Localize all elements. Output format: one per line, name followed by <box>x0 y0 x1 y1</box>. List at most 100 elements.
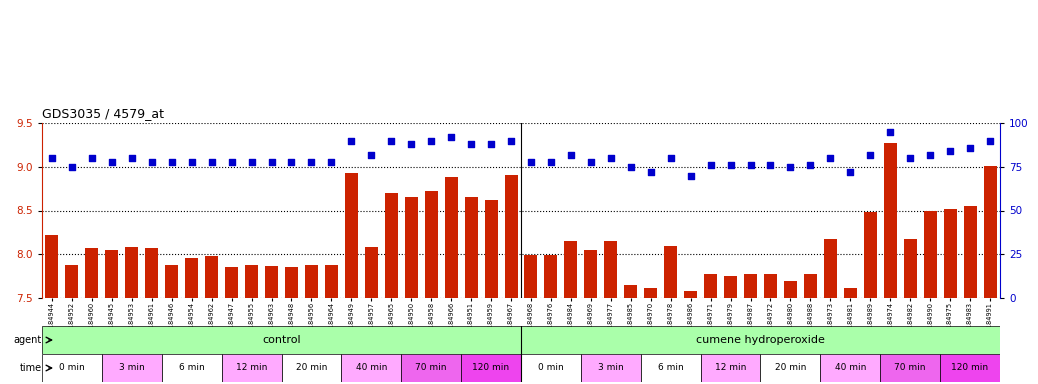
Point <box>982 137 999 144</box>
Point <box>163 159 180 165</box>
Bar <box>385 193 398 298</box>
Bar <box>521 326 1000 354</box>
Text: 70 min: 70 min <box>895 364 926 372</box>
Point <box>483 141 499 147</box>
Bar <box>764 275 777 298</box>
Point <box>243 159 260 165</box>
Bar <box>624 285 637 298</box>
Point <box>203 159 220 165</box>
Bar <box>844 288 856 298</box>
Point <box>383 137 400 144</box>
Point <box>184 159 200 165</box>
Point <box>602 155 619 161</box>
Point <box>783 164 799 170</box>
Bar <box>405 197 417 298</box>
Text: 40 min: 40 min <box>356 364 387 372</box>
Point <box>802 162 819 168</box>
Point <box>143 159 160 165</box>
Text: 120 min: 120 min <box>952 364 988 372</box>
Bar <box>565 241 577 298</box>
Text: 70 min: 70 min <box>415 364 447 372</box>
Point <box>563 151 579 157</box>
Text: 0 min: 0 min <box>538 364 564 372</box>
Bar <box>545 255 557 298</box>
Bar <box>584 250 597 298</box>
Bar <box>761 354 820 382</box>
Point <box>582 159 599 165</box>
Point <box>223 159 240 165</box>
Bar <box>940 354 1000 382</box>
Point <box>44 155 60 161</box>
Bar <box>165 265 179 298</box>
Bar <box>206 256 218 298</box>
Bar <box>984 166 996 298</box>
Bar <box>285 266 298 298</box>
Bar <box>521 354 581 382</box>
Text: agent: agent <box>13 335 42 345</box>
Bar <box>883 143 897 298</box>
Bar <box>581 354 640 382</box>
Point <box>124 155 140 161</box>
Point <box>283 159 300 165</box>
Bar <box>65 265 79 298</box>
Bar <box>42 354 102 382</box>
Bar <box>126 247 138 298</box>
Point <box>264 159 280 165</box>
Bar <box>245 265 258 298</box>
Text: 12 min: 12 min <box>715 364 746 372</box>
Point <box>422 137 439 144</box>
Bar <box>345 173 358 298</box>
Point <box>463 141 480 147</box>
Point <box>363 151 380 157</box>
Point <box>323 159 339 165</box>
Point <box>902 155 919 161</box>
Point <box>882 129 899 135</box>
Text: 120 min: 120 min <box>472 364 510 372</box>
Point <box>523 159 540 165</box>
Bar <box>402 354 461 382</box>
Point <box>623 164 639 170</box>
Bar <box>864 212 877 298</box>
Text: 6 min: 6 min <box>179 364 204 372</box>
Point <box>742 162 759 168</box>
Point <box>722 162 739 168</box>
Bar <box>963 206 977 298</box>
Text: control: control <box>263 335 301 345</box>
Point <box>443 134 460 140</box>
Bar <box>524 255 538 298</box>
Bar <box>820 354 880 382</box>
Bar <box>342 354 402 382</box>
Point <box>962 144 979 151</box>
Bar <box>185 258 198 298</box>
Bar <box>281 354 342 382</box>
Bar <box>145 248 158 298</box>
Bar <box>222 354 281 382</box>
Bar <box>461 354 521 382</box>
Bar <box>704 275 717 298</box>
Bar <box>904 238 917 298</box>
Bar <box>504 175 518 298</box>
Bar <box>640 354 701 382</box>
Text: 0 min: 0 min <box>59 364 85 372</box>
Bar <box>42 326 521 354</box>
Bar <box>684 291 698 298</box>
Point <box>862 151 878 157</box>
Bar <box>803 275 817 298</box>
Text: 3 min: 3 min <box>119 364 144 372</box>
Point <box>662 155 679 161</box>
Text: 6 min: 6 min <box>658 364 684 372</box>
Bar <box>106 250 118 298</box>
Bar <box>645 288 657 298</box>
Bar <box>85 248 99 298</box>
Bar <box>265 266 278 298</box>
Bar <box>701 354 761 382</box>
Bar <box>364 247 378 298</box>
Text: cumene hydroperoxide: cumene hydroperoxide <box>696 335 825 345</box>
Point <box>543 159 559 165</box>
Text: GDS3035 / 4579_at: GDS3035 / 4579_at <box>42 108 164 121</box>
Text: time: time <box>20 363 42 373</box>
Bar <box>305 265 318 298</box>
Bar <box>465 197 477 298</box>
Bar <box>444 177 458 298</box>
Point <box>643 169 659 175</box>
